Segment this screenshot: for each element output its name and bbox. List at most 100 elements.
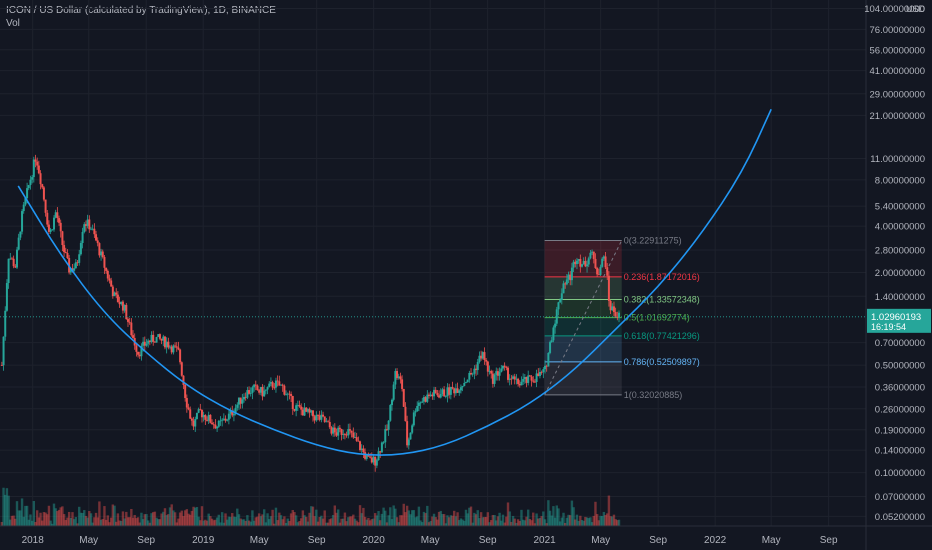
candle-countdown: 16:19:54: [871, 322, 906, 332]
candle-body: [229, 410, 232, 414]
candle-body: [86, 219, 89, 226]
volume-bar: [362, 507, 365, 526]
volume-bar: [236, 508, 239, 526]
volume-bar: [261, 514, 264, 526]
volume-bar: [155, 517, 158, 526]
volume-bar: [516, 519, 520, 526]
volume-bar: [417, 506, 421, 526]
volume-bar: [204, 519, 207, 526]
volume-bar: [617, 519, 621, 526]
candle-body: [579, 258, 582, 267]
candle-body: [128, 321, 131, 323]
price-tick-label: 0.50000000: [875, 361, 925, 372]
volume-bar: [273, 523, 276, 526]
candle-body: [535, 373, 538, 382]
candle-body: [540, 371, 543, 373]
candle-body: [389, 405, 392, 421]
candle-body: [456, 388, 459, 393]
volume-bar: [587, 518, 590, 526]
candle-body: [518, 383, 521, 386]
volume-bar: [441, 513, 444, 526]
volume-bar: [353, 518, 357, 526]
volume-bar: [52, 503, 56, 526]
volume-bar: [606, 513, 609, 526]
volume-bar: [426, 505, 429, 526]
volume-bar: [131, 517, 135, 526]
candle-body: [545, 365, 548, 367]
volume-bar: [72, 519, 76, 526]
candle-body: [111, 286, 114, 297]
candle-body: [145, 343, 148, 346]
time-tick-label: Sep: [137, 535, 155, 546]
candle-body: [555, 309, 558, 324]
volume-bar: [345, 521, 348, 526]
candle-body: [515, 378, 518, 380]
candle-body: [470, 373, 473, 375]
candle-body: [332, 427, 335, 434]
volume-bar: [550, 515, 553, 526]
time-tick-label: May: [250, 535, 269, 546]
candle-body: [512, 376, 515, 379]
candle-body: [384, 429, 387, 443]
candle-body: [414, 411, 417, 413]
candle-body: [276, 380, 279, 382]
candle-body: [269, 382, 272, 384]
candle-body: [449, 387, 452, 395]
candle-body: [323, 416, 326, 422]
candle-body: [189, 409, 192, 419]
volume-bar: [24, 505, 27, 526]
volume-bar: [298, 521, 301, 526]
candle-body: [288, 393, 291, 395]
candle-body: [380, 442, 383, 453]
candle-body: [78, 254, 81, 263]
candle-body: [74, 262, 77, 269]
candle-body: [387, 420, 390, 430]
candle-body: [56, 212, 59, 219]
candle-body: [216, 426, 219, 429]
volume-bar: [511, 515, 515, 526]
volume-bar: [34, 521, 37, 526]
price-tick-label: 0.19000000: [875, 425, 925, 436]
price-tag-bg: [867, 308, 931, 333]
time-tick-label: Sep: [820, 535, 838, 546]
candle-body: [95, 234, 98, 241]
volume-bar: [506, 502, 510, 526]
candle-body: [577, 258, 580, 261]
volume-bar: [604, 514, 607, 526]
volume-bar: [318, 516, 321, 526]
fib-trend-line: [544, 240, 623, 396]
candle-body: [264, 389, 267, 391]
candle-body: [280, 384, 283, 386]
candle-body: [115, 292, 118, 295]
candle-body: [160, 338, 163, 341]
volume-bar: [202, 520, 205, 526]
volume-bar: [81, 512, 84, 526]
volume-bar: [471, 522, 474, 526]
candle-body: [379, 451, 382, 453]
volume-bar: [565, 517, 569, 526]
volume-bar: [473, 512, 476, 526]
volume-bar: [125, 511, 128, 526]
volume-bar: [392, 505, 395, 526]
candle-body: [409, 432, 412, 440]
volume-bar: [419, 520, 422, 526]
candle-body: [464, 382, 467, 384]
price-tick-label: 41.00000000: [870, 66, 925, 77]
time-axis[interactable]: 2018 May Sep 2019 May Sep 2020 May Sep 2021 May Sep…: [22, 535, 838, 546]
candle-body: [232, 413, 235, 416]
candle-body: [574, 261, 577, 265]
volume-bar: [71, 512, 74, 526]
price-tick-label: 2.80000000: [875, 245, 925, 256]
time-tick-label: May: [421, 535, 440, 546]
candle-body: [192, 420, 195, 427]
candle-body: [9, 258, 12, 260]
volume-indicator-label[interactable]: Vol: [6, 18, 20, 29]
candle-body: [547, 352, 550, 367]
volume-bar: [478, 518, 481, 526]
candle-body: [106, 270, 109, 279]
fib-retracement[interactable]: 0(3.22911275) 0.236(1.87172016) 0.382(1.33…: [544, 235, 700, 400]
price-axis[interactable]: 104.00000000 76.00000000 56.00000000 41.000…: [864, 4, 925, 523]
candle-body: [441, 389, 444, 394]
trend-curve[interactable]: [17, 108, 772, 456]
